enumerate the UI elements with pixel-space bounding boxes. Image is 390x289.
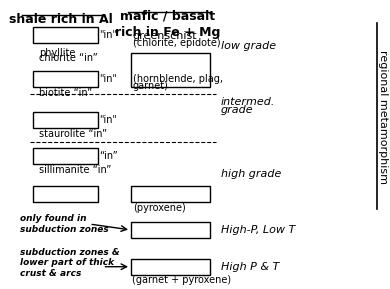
Text: "in": "in" bbox=[99, 115, 117, 125]
Text: “in”: “in” bbox=[99, 151, 118, 161]
FancyBboxPatch shape bbox=[131, 186, 210, 202]
Text: grade: grade bbox=[221, 105, 253, 115]
Text: (hornblende, plag,: (hornblende, plag, bbox=[133, 74, 223, 84]
FancyBboxPatch shape bbox=[33, 112, 98, 128]
FancyBboxPatch shape bbox=[131, 222, 210, 238]
FancyBboxPatch shape bbox=[33, 148, 98, 164]
FancyBboxPatch shape bbox=[33, 27, 98, 43]
FancyBboxPatch shape bbox=[33, 71, 98, 87]
Text: shale rich in Al: shale rich in Al bbox=[9, 13, 113, 26]
Text: intermed.: intermed. bbox=[221, 97, 275, 107]
Text: only found in
subduction zones: only found in subduction zones bbox=[20, 214, 109, 234]
Text: regional metamorphism: regional metamorphism bbox=[378, 50, 388, 184]
Text: high grade: high grade bbox=[221, 169, 281, 179]
Text: (pyroxene): (pyroxene) bbox=[133, 203, 186, 213]
Text: subduction zones &
lower part of thick
crust & arcs: subduction zones & lower part of thick c… bbox=[20, 248, 120, 278]
Text: (chlorite, epidote): (chlorite, epidote) bbox=[133, 38, 220, 48]
FancyBboxPatch shape bbox=[131, 53, 210, 87]
Text: High P & T: High P & T bbox=[221, 262, 279, 272]
FancyBboxPatch shape bbox=[33, 186, 98, 202]
Text: chlorite “in”: chlorite “in” bbox=[39, 53, 98, 63]
FancyBboxPatch shape bbox=[131, 259, 210, 275]
Text: "in": "in" bbox=[99, 74, 117, 84]
Text: "in": "in" bbox=[99, 30, 117, 40]
Text: staurolite “in”: staurolite “in” bbox=[39, 129, 107, 139]
Text: garnet): garnet) bbox=[133, 81, 169, 91]
Text: phyllite: phyllite bbox=[39, 48, 75, 58]
Text: biotite “in”: biotite “in” bbox=[39, 88, 92, 98]
Text: mafic / basalt: mafic / basalt bbox=[120, 10, 215, 23]
Text: greenschist: greenschist bbox=[133, 31, 197, 41]
Text: High-P, Low T: High-P, Low T bbox=[221, 225, 295, 235]
Text: (garnet + pyroxene): (garnet + pyroxene) bbox=[132, 275, 231, 285]
Text: rich in Fe + Mg: rich in Fe + Mg bbox=[115, 26, 220, 39]
Text: low grade: low grade bbox=[221, 40, 276, 51]
Text: sillimanite “in”: sillimanite “in” bbox=[39, 164, 111, 175]
